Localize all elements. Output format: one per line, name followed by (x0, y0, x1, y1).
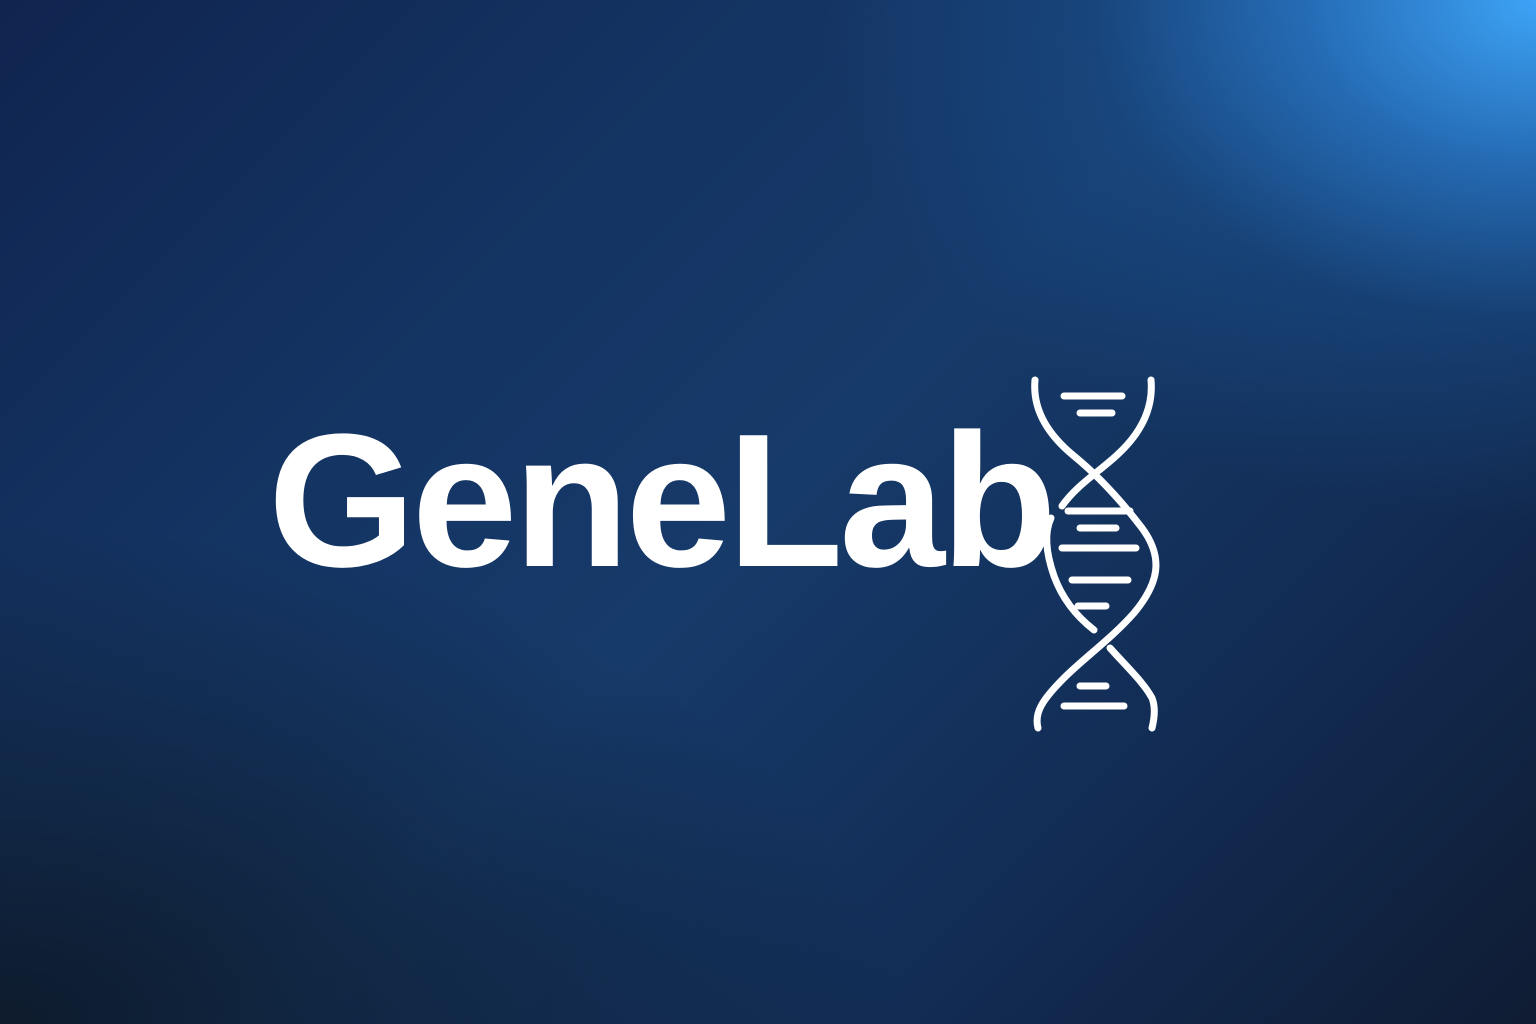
dna-helix-icon (1031, 376, 1160, 732)
logo-wordmark: GeneLab (268, 395, 1057, 607)
helix-strand-left (1031, 376, 1160, 732)
helix-strand-right-mid (1043, 514, 1098, 634)
helix-strand-right (1058, 376, 1155, 510)
genelab-logo: GeneLab (268, 368, 1168, 738)
helix-strand-right-low (1106, 644, 1158, 732)
